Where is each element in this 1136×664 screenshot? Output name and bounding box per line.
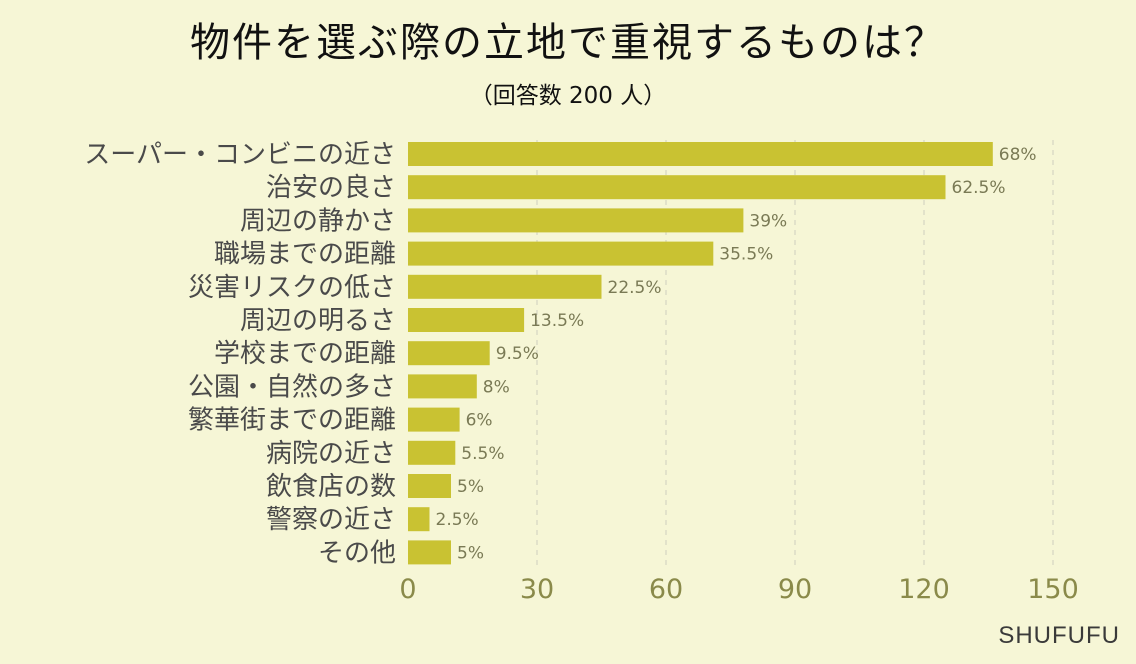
bar <box>408 241 714 266</box>
value-label: 22.5% <box>608 278 662 298</box>
bar <box>408 341 490 366</box>
bar <box>408 474 451 498</box>
value-label: 5% <box>457 477 484 497</box>
x-tick-label: 60 <box>649 574 683 605</box>
bar <box>408 274 602 299</box>
category-label: 周辺の静かさ <box>240 206 396 236</box>
category-label: スーパー・コンビニの近さ <box>84 140 396 170</box>
category-label: 公園・自然の多さ <box>188 372 396 402</box>
chart-title: 物件を選ぶ際の立地で重視するものは？ <box>190 20 946 66</box>
category-label: 病院の近さ <box>266 439 396 469</box>
value-label: 6% <box>466 411 493 431</box>
value-label: 9.5% <box>496 344 539 364</box>
bar <box>408 374 477 399</box>
value-label: 5.5% <box>461 444 504 464</box>
chart-subtitle: （回答数 200 人） <box>469 83 667 109</box>
category-label: 災害リスクの低さ <box>188 273 396 303</box>
bar <box>408 175 946 200</box>
bar <box>408 540 451 565</box>
value-label: 62.5% <box>952 178 1006 198</box>
category-label: 学校までの距離 <box>214 339 396 369</box>
value-label: 39% <box>749 211 787 231</box>
category-label: 治安の良さ <box>266 173 396 203</box>
x-tick-label: 30 <box>520 574 554 605</box>
category-label: 繁華街までの距離 <box>188 406 396 436</box>
x-tick-label: 90 <box>778 574 812 605</box>
bar <box>408 208 744 233</box>
bar <box>408 440 456 465</box>
bar <box>408 407 460 432</box>
value-label: 13.5% <box>530 311 584 331</box>
bars <box>408 142 993 565</box>
x-axis-ticks: 0 30 60 90 120 150 <box>399 574 1078 605</box>
x-tick-label: 0 <box>399 574 416 605</box>
x-tick-label: 150 <box>1027 574 1079 605</box>
value-label: 35.5% <box>719 245 773 265</box>
brand-logo-text: SHUFUFU <box>998 622 1120 649</box>
category-label: 職場までの距離 <box>214 240 396 270</box>
x-tick-label: 120 <box>898 574 950 605</box>
category-label: 飲食店の数 <box>266 472 396 502</box>
bar <box>408 308 525 332</box>
category-label: 周辺の明るさ <box>240 306 396 336</box>
category-label: その他 <box>318 538 396 568</box>
value-label: 5% <box>457 543 484 563</box>
value-labels: 68% 62.5% 39% 35.5% 22.5% 13.5% 9.5% 8% 6% 5.5% 5%… <box>436 145 1037 563</box>
category-label: 警察の近さ <box>266 505 396 535</box>
grid-lines <box>536 140 1054 566</box>
category-labels: スーパー・コンビニの近さ治安の良さ周辺の静かさ職場までの距離災害リスクの低さ周辺… <box>84 140 396 568</box>
value-label: 8% <box>483 377 510 397</box>
value-label: 2.5% <box>436 510 479 530</box>
bar <box>408 142 993 166</box>
bar <box>408 507 430 532</box>
value-label: 68% <box>999 145 1037 165</box>
